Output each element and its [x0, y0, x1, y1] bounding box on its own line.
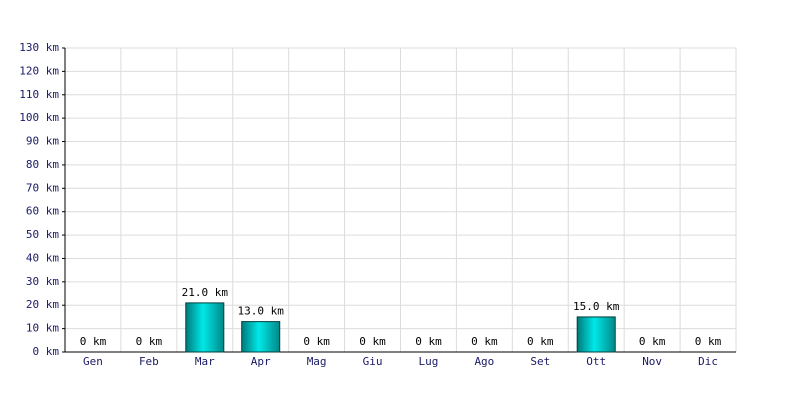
- x-tick-label: Dic: [698, 355, 718, 368]
- x-tick-label: Apr: [251, 355, 271, 368]
- value-label: 21.0 km: [182, 286, 229, 299]
- bar: [185, 302, 225, 353]
- y-tick-label: 50 km: [26, 228, 59, 241]
- value-label: 0 km: [639, 335, 666, 348]
- x-tick-label: Gen: [83, 355, 103, 368]
- value-label: 0 km: [527, 335, 554, 348]
- value-label: 0 km: [415, 335, 442, 348]
- y-tick-label: 80 km: [26, 158, 59, 171]
- x-tick-label: Mar: [195, 355, 215, 368]
- x-tick-label: Ago: [474, 355, 494, 368]
- y-tick-label: 90 km: [26, 135, 59, 148]
- value-label: 0 km: [80, 335, 107, 348]
- x-tick-label: Ott: [586, 355, 606, 368]
- y-tick-label: 70 km: [26, 181, 59, 194]
- x-tick-label: Lug: [419, 355, 439, 368]
- x-tick-label: Feb: [139, 355, 159, 368]
- x-tick-label: Set: [530, 355, 550, 368]
- value-label: 0 km: [359, 335, 386, 348]
- y-tick-label: 10 km: [26, 322, 59, 335]
- value-label: 13.0 km: [238, 305, 285, 318]
- x-tick-label: Giu: [363, 355, 383, 368]
- bar: [241, 321, 281, 353]
- y-tick-label: 100 km: [19, 111, 59, 124]
- value-label: 0 km: [136, 335, 163, 348]
- x-tick-label: Nov: [642, 355, 662, 368]
- bar: [576, 316, 616, 353]
- y-tick-label: 130 km: [19, 41, 59, 54]
- value-label: 0 km: [695, 335, 722, 348]
- value-label: 0 km: [303, 335, 330, 348]
- value-label: 15.0 km: [573, 300, 620, 313]
- y-tick-label: 30 km: [26, 275, 59, 288]
- y-tick-label: 20 km: [26, 298, 59, 311]
- y-tick-label: 60 km: [26, 205, 59, 218]
- y-tick-label: 0 km: [33, 345, 60, 358]
- y-tick-label: 120 km: [19, 64, 59, 77]
- value-label: 0 km: [471, 335, 498, 348]
- y-tick-label: 40 km: [26, 251, 59, 264]
- x-tick-label: Mag: [307, 355, 327, 368]
- y-tick-label: 110 km: [19, 88, 59, 101]
